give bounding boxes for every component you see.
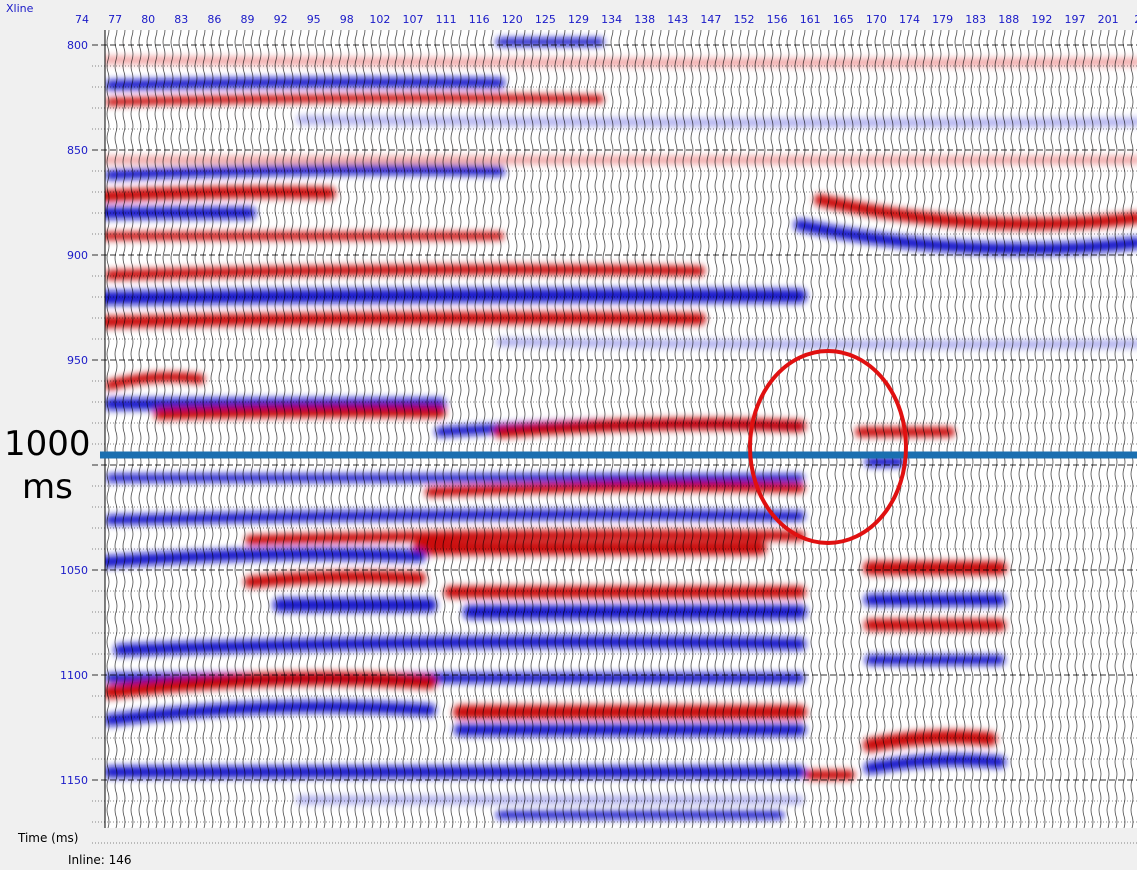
- xline-tick-label: 183: [965, 13, 986, 26]
- xline-tick-label: 102: [369, 13, 390, 26]
- xline-tick-label: 80: [141, 13, 155, 26]
- xline-tick-label: 129: [568, 13, 589, 26]
- xline-tick-label: 120: [502, 13, 523, 26]
- time-label: 850: [67, 144, 88, 157]
- grid: [92, 30, 1137, 844]
- time-label: 1050: [60, 564, 88, 577]
- xline-tick-label: 116: [469, 13, 490, 26]
- xline-tick-label: 89: [241, 13, 255, 26]
- xline-tick-label: 197: [1065, 13, 1086, 26]
- xline-tick-label: 134: [601, 13, 622, 26]
- time-label: 1100: [60, 669, 88, 682]
- time-axis-title: Time (ms): [17, 831, 79, 845]
- xline-tick-label: 152: [734, 13, 755, 26]
- xline-tick-label: 138: [634, 13, 655, 26]
- time-label: 800: [67, 39, 88, 52]
- xline-tick-label: 111: [436, 13, 457, 26]
- xline-tick-label: 147: [700, 13, 721, 26]
- xline-tick-label: 165: [833, 13, 854, 26]
- xline-tick-label: 92: [274, 13, 288, 26]
- xline-tick-label: 77: [108, 13, 122, 26]
- xline-tick-label: 161: [800, 13, 821, 26]
- annotation-unit: ms: [22, 467, 73, 507]
- wiggle-traces: [105, 30, 1137, 828]
- xline-tick-label: 156: [767, 13, 788, 26]
- xline-tick-label: 201: [1098, 13, 1119, 26]
- time-label: 900: [67, 249, 88, 262]
- xline-tick-label: 188: [998, 13, 1019, 26]
- time-label: 1150: [60, 774, 88, 787]
- xline-tick-label: 125: [535, 13, 556, 26]
- annotation-value: 1000: [4, 424, 91, 464]
- xline-tick-label: 143: [667, 13, 688, 26]
- xline-tick-label: 192: [1031, 13, 1052, 26]
- xline-tick-label: 86: [207, 13, 221, 26]
- highlight-circle: [748, 349, 908, 545]
- xline-tick-label: 20: [1134, 13, 1137, 26]
- time-label: 950: [67, 354, 88, 367]
- xline-tick-label: 95: [307, 13, 321, 26]
- xline-tick-label: 98: [340, 13, 354, 26]
- xline-tick-label: 74: [75, 13, 89, 26]
- xline-tick-label: 174: [899, 13, 920, 26]
- xline-tick-label: 107: [403, 13, 424, 26]
- xline-tick-label: 179: [932, 13, 953, 26]
- xline-tick-label: 83: [174, 13, 188, 26]
- inline-status: Inline: 146: [68, 853, 132, 867]
- xline-label: Xline: [6, 2, 34, 15]
- xline-tick-label: 170: [866, 13, 887, 26]
